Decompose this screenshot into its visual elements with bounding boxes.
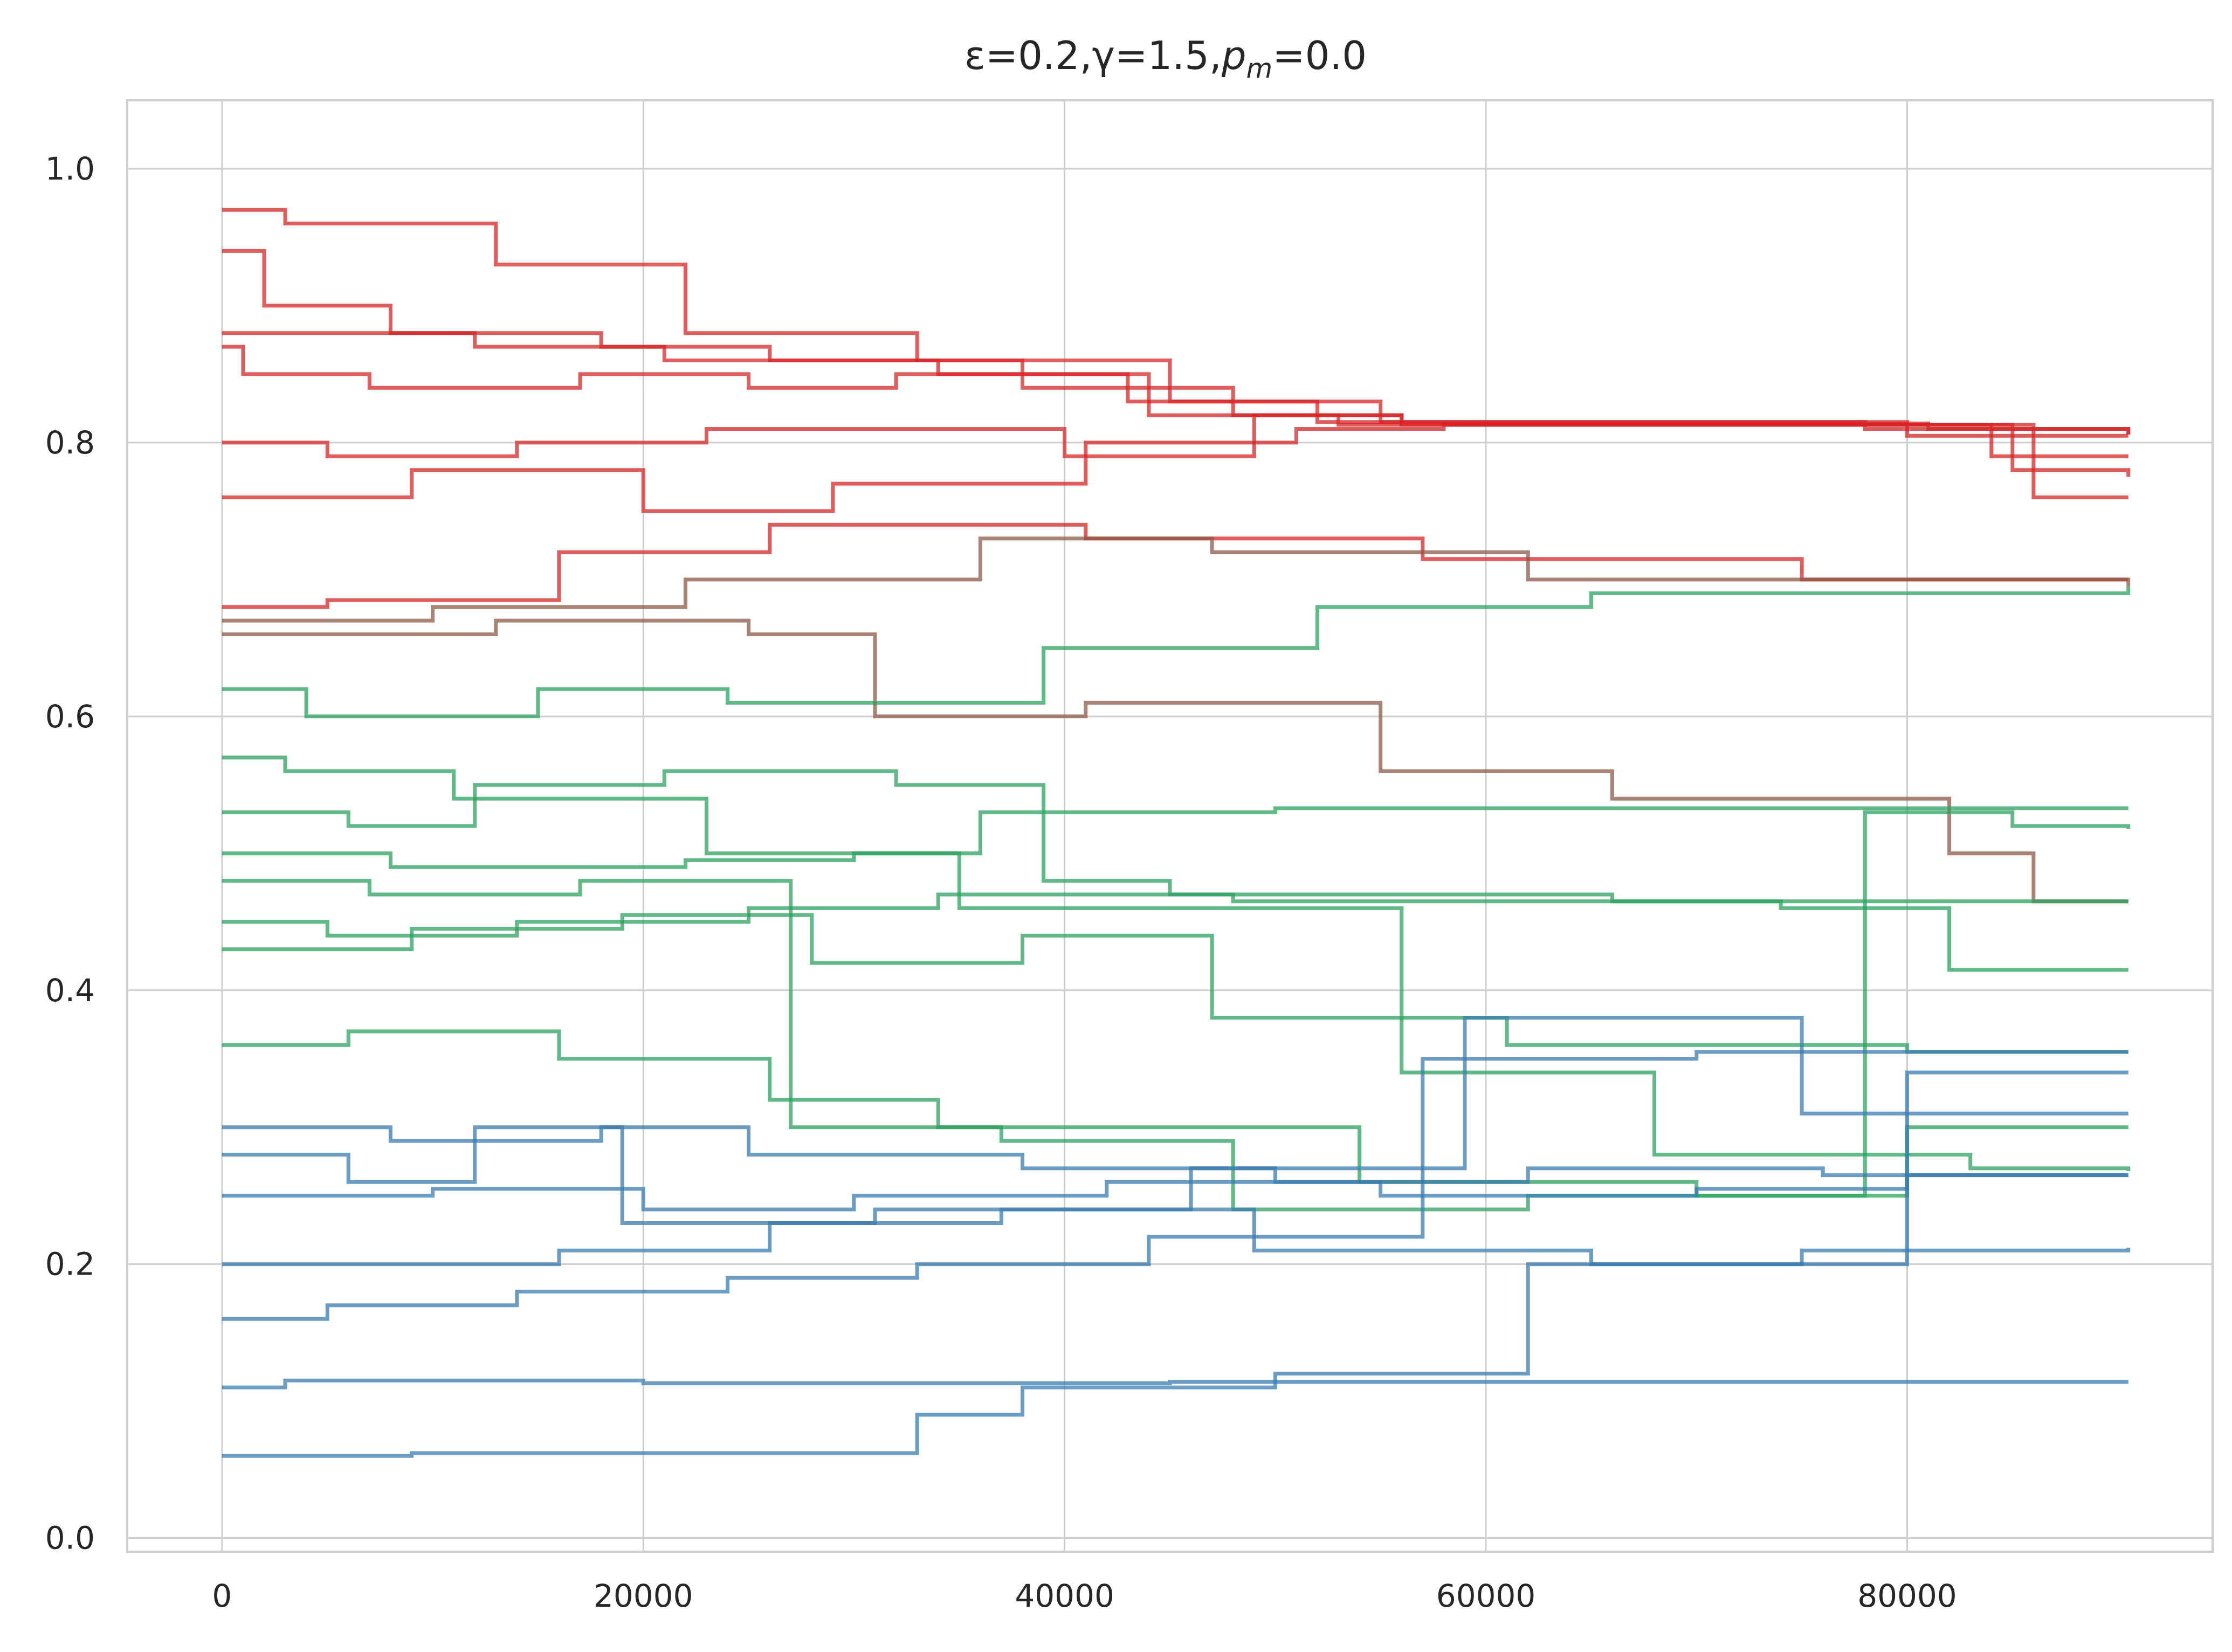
x-tick-label: 40000 [1015,1578,1114,1614]
series-line-blue-24 [222,1016,2128,1225]
series-line-green-14 [222,913,2128,1054]
y-tick-label: 0.0 [45,1520,95,1557]
y-tick-label: 1.0 [45,150,95,187]
y-tick-label: 0.8 [45,424,95,461]
series-line-blue-23 [222,1070,2128,1458]
x-tick-label: 20000 [594,1578,693,1614]
title-subscript: m [1246,53,1273,84]
series-line-blue-19 [222,1173,2128,1212]
series-line-brown-8 [222,536,2131,623]
x-tick-label: 0 [212,1578,232,1614]
series-line-green-11 [222,806,2128,869]
y-tick-label: 0.6 [45,698,95,735]
y-tick-label: 0.2 [45,1246,95,1283]
x-axis: 0 20000 40000 60000 80000 [212,1578,1957,1614]
series-line-red-6 [222,522,2128,609]
title-suffix: =0.0 [1272,33,1367,78]
series-line-blue-22 [222,1379,2128,1389]
chart-title: ε=0.2,γ=1.5,pm=0.0 [965,33,1367,84]
series-line-red-7 [222,345,2128,499]
series-line-green-12 [222,769,2128,904]
series-line-blue-18 [222,1125,2128,1184]
series-layer [222,208,2131,1458]
series-line-green-17 [222,810,2131,1212]
series-line-green-16 [222,755,2131,1171]
y-axis: 0.0 0.2 0.4 0.6 0.8 1.0 [45,150,95,1557]
series-line-red-5 [222,423,2131,513]
title-prefix: ε=0.2,γ=1.5, [965,33,1222,78]
x-tick-label: 60000 [1436,1578,1536,1614]
series-line-blue-21 [222,1050,2128,1321]
title-variable: p [1221,33,1246,78]
series-line-brown-9 [222,618,2128,904]
series-line-green-10 [222,586,2131,719]
x-tick-label: 80000 [1857,1578,1957,1614]
plot-frame [126,99,2214,1553]
y-tick-label: 0.4 [45,972,95,1009]
